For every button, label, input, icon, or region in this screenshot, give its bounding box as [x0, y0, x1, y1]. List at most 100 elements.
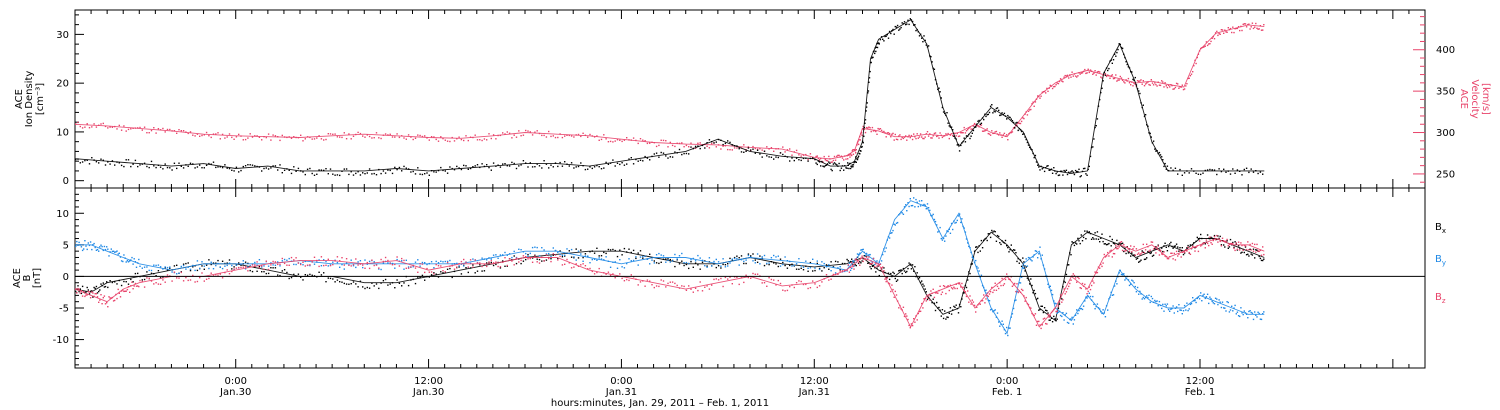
by-point [930, 214, 932, 217]
density-point [1204, 169, 1206, 172]
bx-point [946, 316, 948, 318]
velocity-point [1198, 50, 1201, 52]
bx-point [1113, 243, 1116, 245]
density-point [137, 165, 139, 168]
bz-point [1247, 241, 1249, 243]
by-point [575, 259, 577, 261]
bz-point [905, 313, 907, 315]
velocity-point [1214, 32, 1217, 34]
bz-point [623, 280, 626, 282]
bz-point [1194, 250, 1196, 252]
velocity-point [1258, 28, 1260, 30]
by-point [999, 325, 1001, 327]
by-point [692, 257, 694, 260]
bz-point [368, 267, 371, 270]
by-point [1237, 315, 1240, 317]
by-point [78, 241, 80, 244]
by-point [910, 205, 913, 207]
bx-point [621, 254, 623, 256]
bx-point [727, 263, 729, 265]
bz-point [1213, 235, 1216, 238]
bz-point [506, 264, 508, 267]
bx-point [1112, 242, 1115, 244]
bz-point [972, 301, 975, 303]
velocity-point [736, 147, 738, 149]
velocity-point [1050, 85, 1053, 87]
density-point [123, 165, 125, 168]
bz-point [688, 285, 690, 287]
velocity-point [896, 138, 899, 141]
velocity-point [1019, 122, 1022, 125]
density-point [362, 172, 364, 174]
by-point [931, 215, 933, 217]
velocity-point [1089, 69, 1092, 71]
bz-point [449, 265, 451, 267]
by-point [964, 231, 967, 233]
by-point [1235, 313, 1237, 315]
density-point [837, 165, 839, 167]
by-point [669, 261, 671, 263]
bx-point [875, 271, 877, 273]
bz-point [692, 291, 694, 293]
bx-point [963, 292, 965, 294]
bz-point [683, 285, 685, 288]
density-point [614, 165, 616, 167]
density-point [405, 167, 407, 169]
bx-point [1208, 237, 1210, 240]
velocity-point [795, 149, 798, 152]
bx-point [1085, 238, 1087, 240]
density-point [306, 168, 309, 170]
density-point [1154, 148, 1156, 150]
bz-point [1039, 324, 1041, 326]
density-point [1135, 84, 1138, 86]
by-point [1161, 307, 1163, 310]
velocity-point [552, 135, 554, 137]
density-point [720, 139, 722, 141]
bx-point [559, 250, 561, 252]
by-point [1189, 303, 1192, 306]
velocity-point [890, 136, 892, 138]
bx-point [956, 307, 958, 310]
by-point [1095, 305, 1097, 308]
by-point [110, 248, 112, 250]
bz-point [1157, 245, 1159, 247]
velocity-point [1100, 76, 1102, 78]
velocity-point [962, 132, 964, 134]
bz-point [320, 256, 323, 258]
bz-point [812, 280, 814, 282]
density-point [756, 149, 759, 151]
bx-point [527, 253, 529, 256]
velocity-point [155, 132, 157, 134]
velocity-point [910, 134, 913, 137]
bx-point [173, 265, 176, 267]
velocity-point [626, 137, 628, 139]
velocity-point [1241, 29, 1243, 32]
bx-point [444, 271, 446, 274]
bz-point [914, 321, 916, 323]
bx-point [1054, 318, 1056, 320]
bx-point [1197, 238, 1200, 240]
density-point [829, 162, 831, 164]
bx-point [678, 263, 681, 265]
by-point [127, 261, 130, 263]
bz-point [1135, 248, 1138, 250]
bx-point [812, 270, 814, 272]
velocity-point [1233, 31, 1235, 34]
density-point [975, 126, 977, 128]
by-point [107, 248, 109, 250]
density-point [1206, 169, 1209, 171]
bx-point [1181, 247, 1183, 249]
by-point [1228, 311, 1231, 313]
density-point [872, 56, 874, 59]
bx-point [472, 264, 474, 266]
by-point [1082, 305, 1085, 307]
by-point [887, 236, 890, 238]
bx-point [1012, 249, 1015, 251]
by-point [1109, 296, 1111, 299]
by-point [1169, 310, 1171, 312]
bz-point [939, 285, 941, 287]
by-point [895, 222, 898, 224]
bz-point [226, 269, 228, 271]
bx-point [1030, 278, 1032, 280]
by-point [761, 256, 763, 258]
